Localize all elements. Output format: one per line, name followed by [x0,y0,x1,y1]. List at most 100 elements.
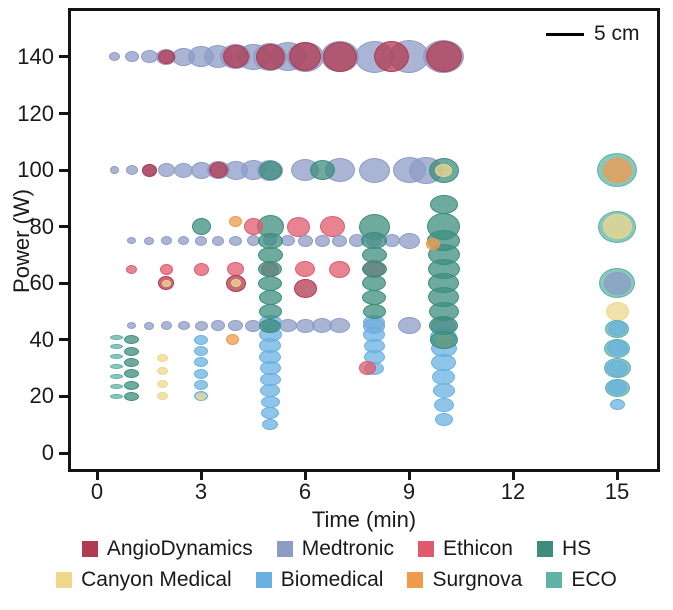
bubble-medtronic [212,235,225,246]
bubble-hs [258,261,283,278]
bubble-hs [258,160,282,180]
legend-item-surgnova: Surgnova [407,568,522,592]
bubble-medtronic [127,322,137,330]
bubble-medtronic [178,236,190,246]
bubble-angiodynamics [374,41,410,73]
bubble-biomedical [194,357,208,368]
bubble-canyon [196,392,206,400]
y-tick-label: 20 [29,383,54,409]
bubble-medtronic [297,234,313,247]
bubble-medtronic [127,237,137,245]
bubble-medtronic [329,318,351,334]
bubble-surgnova [225,334,239,346]
bubble-biomedical [194,368,208,379]
bubble-ethicon [193,262,209,276]
bubble-surgnova [229,215,243,227]
bubble-biomedical [262,419,279,431]
legend-swatch-eco [546,572,563,588]
bubble-eco [109,354,123,360]
bubble-canyon [157,366,169,375]
bubble-medtronic [211,320,226,332]
bubble-ethicon [159,263,173,275]
y-axis-title: Power (W) [9,189,34,293]
bubble-medtronic [109,166,119,175]
bubble-eco [109,334,123,340]
y-tick [59,394,68,398]
bubble-biomedical [606,340,628,357]
bubble-canyon [157,379,169,388]
bubble-hs [257,232,283,249]
bubble-medtronic [124,51,139,63]
y-tick [59,112,68,116]
y-tick-label: 0 [41,440,54,465]
bubble-medtronic [398,232,420,249]
bubble-medtronic [332,234,348,247]
legend-item-medtronic: Medtronic [276,537,394,561]
bubble-medtronic [397,317,421,335]
bubble-hs [362,275,387,292]
bubble-biomedical [194,346,208,357]
y-tick [59,338,68,342]
bubble-ethicon [295,261,315,278]
legend-item-hs: HS [536,537,591,561]
legend-label: Medtronic [301,537,394,560]
bubble-angiodynamics [425,41,462,73]
bubble-canyon [157,392,169,401]
legend-row: AngioDynamics Medtronic Ethicon HS [81,537,591,561]
legend: AngioDynamics Medtronic Ethicon HS Canyon Me… [0,537,673,592]
y-tick-label: 60 [29,270,54,296]
legend-label: ECO [571,568,617,591]
bubble-angiodynamics [322,41,357,72]
bubble-eco [109,344,123,350]
bubble-angiodynamics [255,43,285,70]
legend-swatch-surgnova [407,572,424,588]
x-tick [407,471,411,480]
x-tick [303,471,307,480]
bubble-canyon [230,279,241,288]
legend-item-eco: ECO [546,568,617,592]
y-tick-label: 40 [29,326,54,352]
bubble-ethicon [358,361,376,376]
y-tick [59,225,68,229]
bubble-surgnova [426,237,441,250]
bubble-angiodynamics [289,42,321,72]
bubble-biomedical [260,384,281,398]
bubble-canyon [602,214,632,240]
legend-swatch-hs [536,541,553,557]
bubble-medtronic [228,320,244,332]
bubble-biomedical [432,383,455,399]
legend-swatch-medtronic [276,541,293,557]
bubble-canyon [605,302,629,322]
bubble-medtronic [195,235,207,246]
bubble-hs [124,369,140,379]
x-tick [511,471,515,480]
bubble-medtronic [314,234,330,247]
legend-swatch-canyon [56,572,73,588]
y-tick-label: 120 [17,100,54,126]
legend-row: Canyon Medical Biomedical Surgnova ECO [56,568,617,592]
x-tick-label: 15 [604,479,630,504]
bubble-biomedical [432,368,456,385]
bubble-medtronic [157,163,175,178]
bubble-medtronic [194,320,208,331]
bubble-hs [124,380,140,390]
bubble-canyon [157,354,169,363]
bubble-biomedical [606,359,628,377]
bubble-eco [109,393,123,399]
bubble-hs [361,261,387,278]
legend-label: Canyon Medical [81,568,232,591]
x-tick [95,471,99,480]
bubble-medtronic [125,165,138,176]
bubble-hs [124,346,140,356]
legend-swatch-biomedical [255,572,272,588]
y-tick-label: 100 [17,157,54,183]
x-tick [199,471,203,480]
bubble-eco [109,374,123,380]
bubble-medtronic [229,235,243,246]
bubble-eco [109,364,123,370]
bubble-biomedical [607,380,627,396]
bubble-medtronic [140,50,158,64]
legend-item-canyon: Canyon Medical [56,568,232,592]
